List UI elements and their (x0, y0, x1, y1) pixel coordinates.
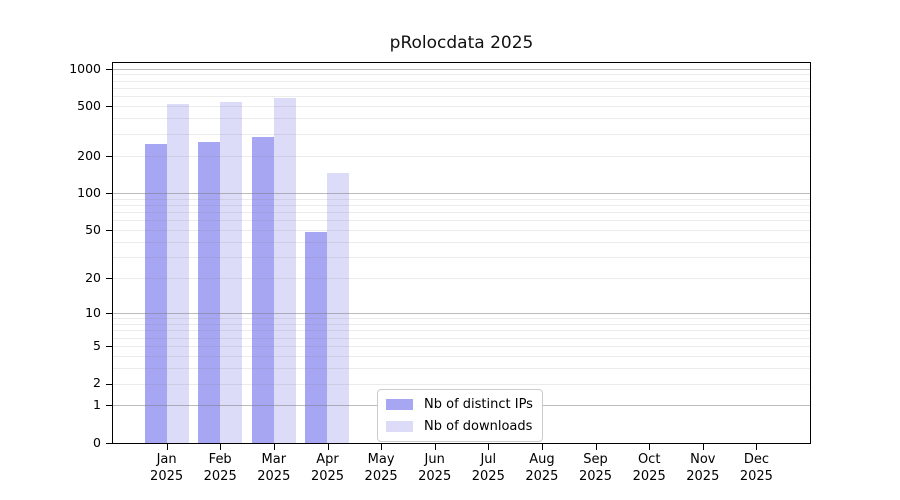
bar-downloads (220, 102, 243, 443)
plot-area: Nb of distinct IPs Nb of downloads (112, 62, 811, 444)
x-axis-tick (702, 444, 704, 450)
legend-swatch-downloads (386, 421, 413, 432)
gridline-minor (113, 220, 810, 222)
x-tick-label: Apr 2025 (310, 452, 345, 484)
x-tick-label: Jul 2025 (471, 452, 505, 484)
x-axis-tick (434, 444, 436, 450)
x-axis-tick (595, 444, 597, 450)
gridline-minor (113, 118, 810, 120)
y-tick-label: 50 (85, 221, 101, 237)
x-tick-label: Sep 2025 (578, 452, 613, 484)
legend-item-downloads: Nb of downloads (386, 419, 533, 434)
gridline-minor (113, 106, 810, 108)
gridline-minor (113, 355, 810, 357)
bar-downloads (327, 173, 350, 443)
x-axis-tick (756, 444, 758, 450)
y-tick-label: 100 (77, 184, 101, 200)
x-tick-label: May 2025 (364, 452, 398, 484)
gridline-minor (113, 345, 810, 347)
y-axis-tick (106, 345, 112, 347)
x-axis-tick (488, 444, 490, 450)
bar-downloads (166, 104, 189, 443)
y-tick-label: 20 (85, 270, 101, 286)
x-axis-tick (166, 444, 168, 450)
gridline-minor (113, 74, 810, 76)
gridline-minor (113, 133, 810, 135)
gridline-minor (113, 318, 810, 320)
gridline-minor (113, 337, 810, 339)
y-tick-label: 2 (93, 375, 101, 391)
y-tick-label: 1000 (69, 60, 101, 76)
x-axis-tick (541, 444, 543, 450)
legend-label-downloads: Nb of downloads (424, 419, 533, 434)
x-tick-label: Oct 2025 (632, 452, 666, 484)
y-tick-label: 200 (77, 147, 101, 163)
bar-distinct-ips (251, 137, 274, 443)
gridline-minor (113, 204, 810, 206)
y-axis-tick (106, 278, 112, 279)
bar-distinct-ips (305, 232, 328, 443)
x-tick-label: Mar 2025 (257, 452, 291, 484)
gridline-major (113, 313, 810, 315)
x-tick-label: Feb 2025 (203, 452, 237, 484)
legend-item-distinct-ips: Nb of distinct IPs (386, 397, 533, 412)
y-axis-tick (106, 313, 112, 315)
gridline-minor (113, 330, 810, 332)
x-tick-label: Aug 2025 (525, 452, 559, 484)
gridline-minor (113, 155, 810, 157)
y-axis-tick (106, 106, 112, 108)
x-tick-label: Jan 2025 (150, 452, 184, 484)
gridline-minor (113, 198, 810, 200)
gridline-minor (113, 323, 810, 325)
gridline-minor (113, 256, 810, 258)
gridline-minor (113, 212, 810, 213)
y-tick-label: 10 (85, 305, 101, 321)
gridline-minor (113, 383, 810, 385)
y-axis-tick (106, 443, 112, 444)
x-axis-tick (273, 444, 275, 450)
x-axis-tick (381, 444, 383, 450)
y-tick-label: 500 (77, 98, 101, 114)
y-axis-tick (106, 405, 112, 407)
legend: Nb of distinct IPs Nb of downloads (377, 389, 543, 442)
gridline-minor (113, 80, 810, 82)
x-tick-label: Dec 2025 (739, 452, 773, 484)
y-axis-tick (106, 192, 112, 194)
gridline-minor (113, 88, 810, 89)
x-tick-label: Jun 2025 (418, 452, 452, 484)
x-axis-tick (220, 444, 222, 450)
chart-title: pRolocdata 2025 (389, 33, 534, 53)
y-axis-tick (106, 68, 112, 70)
legend-label-distinct-ips: Nb of distinct IPs (424, 397, 533, 412)
x-axis-tick (327, 444, 329, 450)
y-tick-label: 1 (93, 397, 101, 413)
y-axis-tick (106, 383, 112, 385)
gridline-minor (113, 278, 810, 279)
gridline-major (113, 68, 810, 70)
legend-swatch-distinct-ips (386, 399, 413, 410)
bar-downloads (273, 98, 296, 443)
y-axis-tick (106, 230, 112, 231)
y-tick-label: 5 (93, 337, 101, 353)
gridline-major (113, 192, 810, 194)
bar-distinct-ips (144, 143, 167, 443)
bar-distinct-ips (198, 141, 221, 443)
y-axis-tick (106, 155, 112, 157)
gridline-minor (113, 96, 810, 98)
gridline-minor (113, 241, 810, 243)
gridline-minor (113, 367, 810, 369)
x-tick-label: Nov 2025 (686, 452, 720, 484)
gridline-minor (113, 230, 810, 231)
x-axis-tick (649, 444, 651, 450)
y-tick-label: 0 (93, 435, 101, 450)
